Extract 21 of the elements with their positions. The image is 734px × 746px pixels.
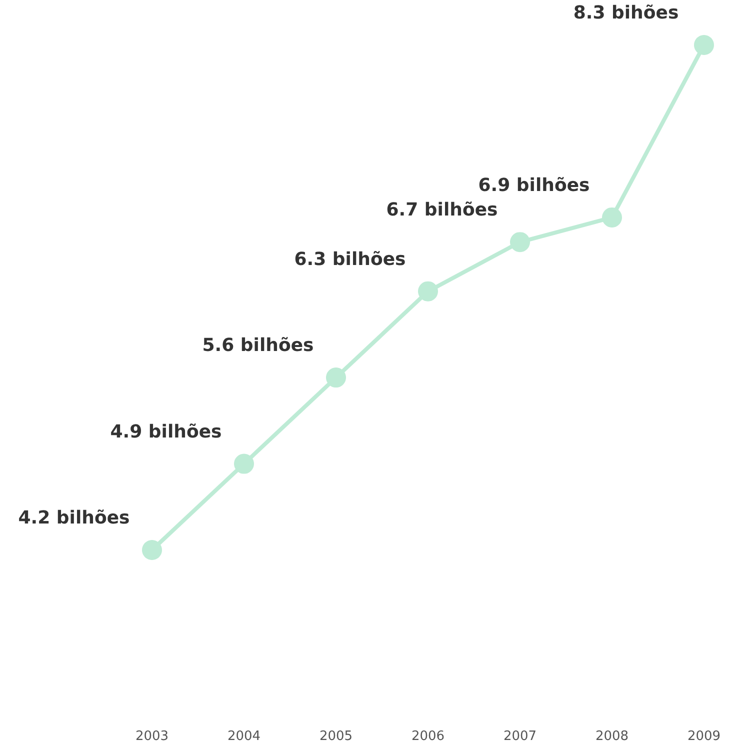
data-label: 4.9 bilhões: [110, 421, 222, 442]
point: [234, 454, 254, 474]
point: [142, 540, 162, 560]
data-label: 6.9 bilhões: [478, 174, 590, 196]
data-label: 6.7 bilhões: [386, 200, 498, 221]
x-tick-label: 2004: [227, 729, 261, 744]
point: [694, 35, 714, 55]
x-tick-label: 2007: [503, 729, 537, 744]
data-label: 8.3 bihões: [573, 2, 679, 24]
point: [326, 368, 346, 388]
x-tick-label: 2005: [319, 729, 353, 744]
point: [602, 207, 622, 228]
x-tick-label: 2006: [411, 729, 445, 744]
data-label: 6.3 bilhões: [294, 248, 406, 270]
x-tick-label: 2008: [595, 729, 629, 744]
point: [510, 232, 530, 252]
point: [418, 281, 438, 302]
data-label: 4.2 bilhões: [18, 508, 130, 528]
x-tick-label: 2009: [687, 729, 721, 744]
data-label: 5.6 bilhões: [202, 335, 314, 356]
x-tick-label: 2003: [135, 729, 169, 744]
